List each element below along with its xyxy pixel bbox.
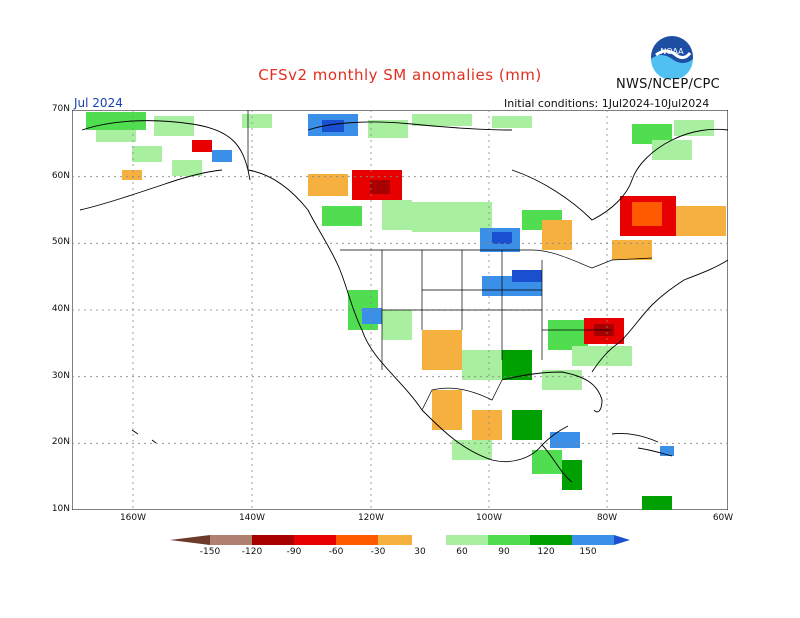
forecast-month: Jul 2024 <box>74 96 123 110</box>
colorbar-label: 90 <box>498 547 510 557</box>
lat-label: 30N <box>51 371 70 381</box>
colorbar-label: 30 <box>414 547 426 557</box>
lat-label: 50N <box>51 237 70 247</box>
colorbar-label: -150 <box>199 547 221 557</box>
map-title: CFSv2 monthly SM anomalies (mm) <box>258 66 542 84</box>
lat-label: 70N <box>51 104 70 114</box>
noaa-logo-icon: NOAA <box>651 36 693 79</box>
lat-label: 60N <box>51 171 70 181</box>
lon-label: 140W <box>238 513 266 523</box>
lon-label: 100W <box>475 513 503 523</box>
agency-label: NWS/NCEP/CPC <box>616 77 721 92</box>
lon-label: 60W <box>712 513 734 523</box>
initial-conditions: Initial conditions: 1Jul2024-10Jul2024 <box>504 97 710 110</box>
noaa-logo-text: NOAA <box>660 47 684 56</box>
colorbar <box>170 535 630 545</box>
colorbar-label: -30 <box>370 547 386 557</box>
colorbar-label: -90 <box>286 547 302 557</box>
colorbar-label: -60 <box>328 547 344 557</box>
anomaly-cells <box>86 112 726 510</box>
anomaly-map <box>72 110 728 510</box>
lat-label: 20N <box>51 437 70 447</box>
political-boundaries <box>247 110 653 411</box>
colorbar-label: 120 <box>537 547 555 557</box>
lat-label: 40N <box>51 304 70 314</box>
colorbar-label: 60 <box>456 547 468 557</box>
colorbar-label: -120 <box>241 547 263 557</box>
coastlines <box>79 120 728 483</box>
lat-label: 10N <box>51 504 70 514</box>
lon-label: 80W <box>596 513 618 523</box>
colorbar-label: 150 <box>579 547 597 557</box>
lon-label: 160W <box>119 513 147 523</box>
lon-label: 120W <box>357 513 385 523</box>
